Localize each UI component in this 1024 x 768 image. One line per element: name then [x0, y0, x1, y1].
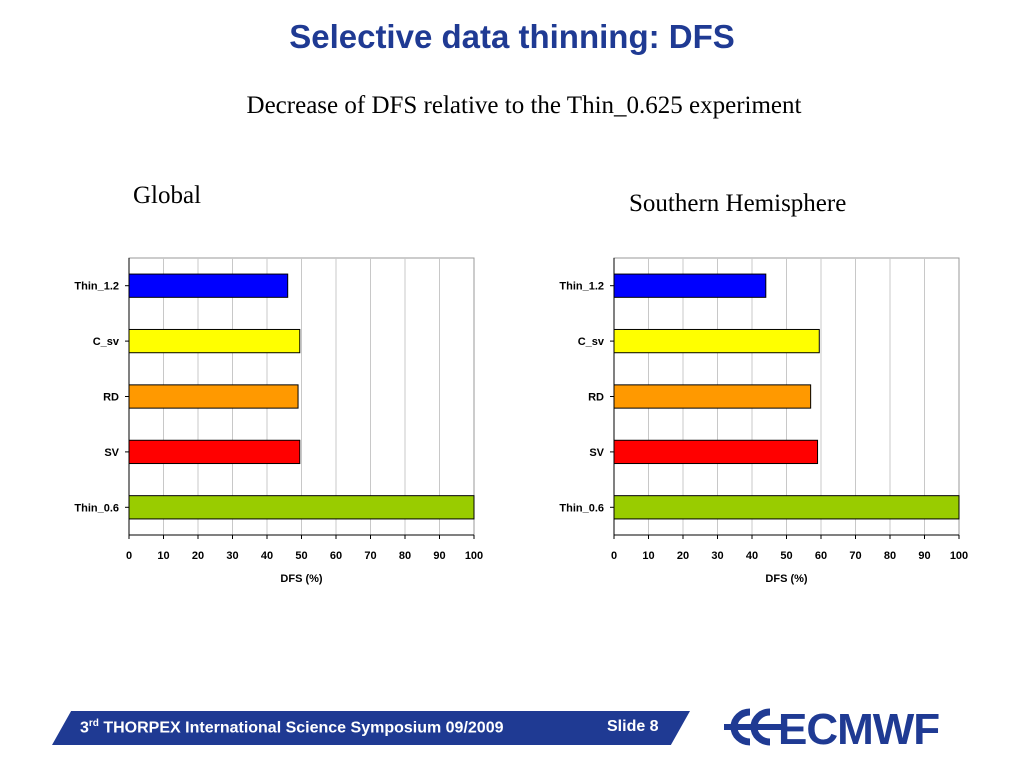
- ecmwf-logo-text: ECMWF: [778, 705, 939, 750]
- footer-event-text: 3rd THORPEX International Science Sympos…: [80, 718, 504, 737]
- x-axis-label-southern-hemisphere: DFS (%): [765, 573, 808, 585]
- x-tick-label-southern-hemisphere: 0: [611, 550, 617, 562]
- category-label-southern-hemisphere: RD: [588, 392, 604, 404]
- bar-global-sv: [128, 439, 301, 465]
- x-axis-label-global: DFS (%): [280, 573, 323, 585]
- footer-ordinal: 3: [80, 719, 89, 737]
- category-label-global: Thin_0.6: [74, 502, 119, 514]
- x-tick-label-global: 60: [330, 550, 342, 562]
- chart-title-southern-hemisphere: Southern Hemisphere: [629, 190, 847, 217]
- bar-global-thin-1-2: [128, 273, 289, 298]
- x-tick-label-global: 50: [295, 550, 307, 562]
- x-tick-label-southern-hemisphere: 50: [780, 550, 792, 562]
- x-tick-label-southern-hemisphere: 80: [884, 550, 896, 562]
- category-label-global: Thin_1.2: [74, 281, 119, 293]
- footer-ordinal-suffix: rd: [88, 718, 99, 729]
- x-tick-label-global: 0: [126, 550, 132, 562]
- x-tick-label-southern-hemisphere: 60: [815, 550, 827, 562]
- bar-southern-hemisphere-sv: [613, 439, 819, 465]
- x-tick-label-global: 70: [364, 550, 376, 562]
- x-tick-label-global: 20: [192, 550, 204, 562]
- footer-event: THORPEX International Science Symposium …: [98, 719, 504, 737]
- footer-band: [52, 711, 690, 745]
- category-label-southern-hemisphere: Thin_1.2: [559, 281, 604, 293]
- category-label-global: RD: [103, 392, 119, 404]
- bar-global-c-sv: [128, 328, 301, 354]
- x-tick-label-southern-hemisphere: 40: [746, 550, 758, 562]
- bar-southern-hemisphere-rd: [613, 384, 812, 409]
- bar-global-thin-0-6: [128, 495, 475, 520]
- slide-title: Selective data thinning: DFS: [289, 18, 735, 55]
- category-label-southern-hemisphere: Thin_0.6: [559, 502, 604, 514]
- x-tick-label-southern-hemisphere: 90: [918, 550, 930, 562]
- ecmwf-logo: ECMWF: [724, 705, 940, 750]
- x-tick-label-global: 30: [226, 550, 238, 562]
- slide-number: Slide 8: [607, 718, 659, 735]
- bar-southern-hemisphere-thin-0-6: [613, 495, 960, 520]
- x-tick-label-southern-hemisphere: 20: [677, 550, 689, 562]
- chart-title-global: Global: [133, 182, 202, 209]
- x-tick-label-southern-hemisphere: 10: [642, 550, 654, 562]
- x-tick-label-global: 40: [261, 550, 273, 562]
- x-tick-label-southern-hemisphere: 100: [950, 550, 968, 562]
- bar-southern-hemisphere-thin-1-2: [613, 273, 767, 298]
- x-tick-label-global: 100: [465, 550, 483, 562]
- category-label-southern-hemisphere: SV: [589, 447, 604, 459]
- category-label-global: C_sv: [93, 336, 120, 348]
- category-label-global: SV: [104, 447, 119, 459]
- bar-global-rd: [128, 384, 299, 409]
- slide-subtitle: Decrease of DFS relative to the Thin_0.6…: [246, 92, 802, 119]
- x-tick-label-southern-hemisphere: 70: [849, 550, 861, 562]
- category-label-southern-hemisphere: C_sv: [578, 336, 605, 348]
- x-tick-label-global: 90: [433, 550, 445, 562]
- charts-canvas: 0 10 20 30 40 50 60 70 80 90 100Thin_1.2C_svRDSVTh…: [74, 257, 968, 585]
- x-tick-label-global: 80: [399, 550, 411, 562]
- x-tick-label-global: 10: [157, 550, 169, 562]
- x-tick-label-southern-hemisphere: 30: [711, 550, 723, 562]
- bar-southern-hemisphere-c-sv: [613, 328, 820, 354]
